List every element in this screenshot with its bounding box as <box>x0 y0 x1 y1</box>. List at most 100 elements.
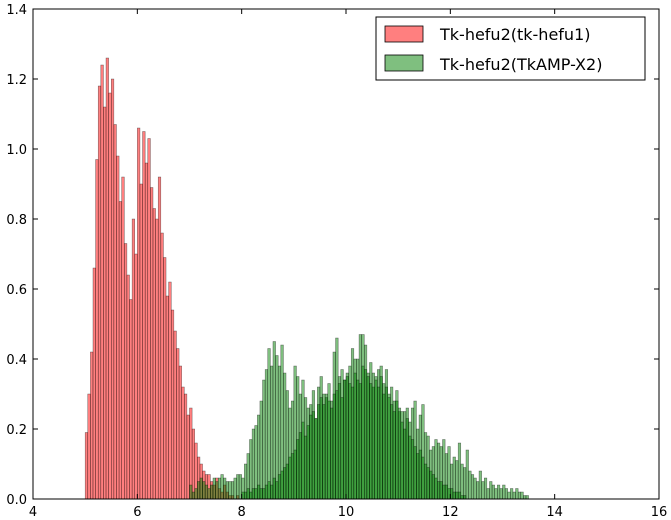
histogram-bar <box>129 299 133 500</box>
histogram-bar <box>337 383 342 500</box>
histogram-bar <box>139 183 143 500</box>
histogram-bar <box>429 470 433 500</box>
series-3-bars <box>241 365 467 500</box>
histogram-bar <box>121 176 125 500</box>
histogram-bar <box>204 484 209 500</box>
legend-swatch-series-2 <box>384 54 424 72</box>
histogram-bar <box>395 400 399 500</box>
histogram-bar <box>254 425 258 500</box>
histogram-bar <box>178 365 182 500</box>
histogram-bar <box>155 218 159 500</box>
histogram-bar <box>134 253 138 500</box>
histogram-bar <box>324 393 328 500</box>
histogram-bar <box>369 383 373 500</box>
histogram-bar <box>515 488 519 500</box>
x-tick-label: 4 <box>29 505 37 520</box>
histogram-bar <box>345 376 349 500</box>
histogram-bar <box>290 453 295 500</box>
histogram-bar <box>259 400 263 500</box>
histogram-bar <box>405 418 409 500</box>
histogram-bar <box>408 435 412 500</box>
histogram-bar <box>465 449 469 500</box>
histogram-bar <box>298 432 302 500</box>
histogram-bar <box>230 481 235 500</box>
histogram-bar <box>249 491 253 500</box>
histogram-bar <box>142 131 146 500</box>
histogram-bar <box>335 390 339 500</box>
histogram-bar <box>152 208 156 500</box>
histogram-bar <box>212 477 216 500</box>
histogram-bar <box>410 439 415 500</box>
histogram-bar <box>100 64 104 500</box>
histogram-bar <box>517 491 522 500</box>
histogram-bar <box>512 491 516 500</box>
histogram-bar <box>293 449 297 500</box>
histogram-bar <box>457 491 462 500</box>
histogram-bar <box>170 309 175 500</box>
ticks-layer: 4 6 8 10 12 14 16 0.0 0.2 0.4 0.6 0.8 1.0 1.2 1.4 <box>6 3 667 520</box>
legend-label-series-1: Tk-hefu2(tk-hefu1) <box>439 25 590 44</box>
histogram-bar <box>424 463 428 500</box>
histogram-bar <box>249 439 253 500</box>
histogram-bar <box>90 351 94 500</box>
histogram-bar <box>275 355 279 500</box>
histogram-bar <box>311 411 315 500</box>
histogram-bar <box>126 274 130 500</box>
histogram-bar <box>105 57 109 500</box>
legend-swatch-series-1 <box>384 25 424 43</box>
histogram-bar <box>502 484 506 500</box>
histogram-bar <box>439 481 443 500</box>
histogram-bar <box>523 495 527 500</box>
histogram-bar <box>366 376 370 500</box>
histogram-bar <box>272 477 276 500</box>
histogram-bar <box>400 421 404 500</box>
histogram-bar <box>262 488 266 500</box>
histogram-bar <box>173 330 177 500</box>
histogram-bar <box>207 488 211 500</box>
histogram-bar <box>220 474 224 500</box>
histogram-bar <box>497 484 501 500</box>
histogram-bar <box>87 393 91 500</box>
histogram-bar <box>270 484 274 500</box>
legend-label-series-2: Tk-hefu2(TkAMP-X2) <box>439 55 602 74</box>
histogram-bar <box>92 267 96 500</box>
histogram-bar <box>309 414 313 500</box>
histogram-bar <box>288 456 292 500</box>
histogram-bar <box>257 484 261 500</box>
histogram-bar <box>364 369 368 500</box>
histogram-bar <box>223 477 227 500</box>
y-tick-label: 0.6 <box>6 283 27 298</box>
histogram-bar <box>225 481 229 500</box>
y-tick-label: 0.2 <box>6 423 27 438</box>
histogram-bar <box>455 491 459 500</box>
histogram-bar <box>254 488 258 500</box>
histogram-bar <box>470 474 475 500</box>
histogram-bar <box>494 488 498 500</box>
histogram-bar <box>228 481 232 500</box>
histogram-bar <box>157 176 162 500</box>
histogram-bar <box>353 372 357 500</box>
histogram-bar <box>491 484 495 500</box>
histogram-bar <box>168 281 172 500</box>
histogram-bar <box>270 365 274 500</box>
histogram-bar <box>165 295 169 500</box>
histogram-bar <box>489 481 493 500</box>
histogram-bar <box>244 491 248 500</box>
y-tick-label: 0.4 <box>6 353 27 368</box>
y-tick-label: 1.2 <box>6 73 27 88</box>
histogram-bar <box>452 491 456 500</box>
histogram-bar <box>236 474 240 500</box>
y-tick-label: 0.0 <box>6 493 27 508</box>
y-tick-label: 0.8 <box>6 213 27 228</box>
histogram-bar <box>194 488 198 500</box>
histogram-bar <box>95 159 99 500</box>
histogram-bar <box>476 481 480 500</box>
histogram-bar <box>371 372 375 500</box>
histogram-bar <box>348 383 352 500</box>
histogram-bar <box>481 481 485 500</box>
histogram-bar <box>499 488 503 500</box>
histogram-bar <box>340 397 344 500</box>
histogram-bar <box>215 481 219 500</box>
x-tick-label: 6 <box>133 505 141 520</box>
histogram-bar <box>379 376 383 500</box>
